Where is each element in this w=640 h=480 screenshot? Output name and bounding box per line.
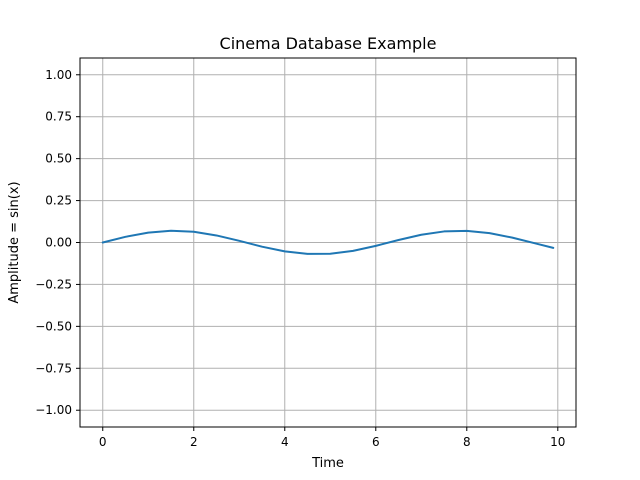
axis-ticks: 0 2 4 6 8 10 −1.00 −0.75 −0.50 −0.25 0.00 0.25 0.50 0… [35, 68, 565, 449]
series-lines [101, 229, 555, 255]
y-tick-label: −0.50 [35, 319, 72, 333]
y-tick-label: 1.00 [45, 68, 72, 82]
grid-lines [80, 58, 576, 427]
x-tick-label: 10 [550, 435, 565, 449]
chart-title: Cinema Database Example [220, 34, 437, 53]
y-tick-label: −0.25 [35, 277, 72, 291]
y-tick-label: 0.50 [45, 152, 72, 166]
x-tick-label: 4 [281, 435, 289, 449]
y-tick-label: 0.25 [45, 194, 72, 208]
x-tick-label: 2 [190, 435, 198, 449]
y-tick-label: 0.75 [45, 110, 72, 124]
x-tick-label: 6 [372, 435, 380, 449]
y-tick-label: −1.00 [35, 403, 72, 417]
y-tick-label: −0.75 [35, 361, 72, 375]
x-tick-label: 8 [463, 435, 471, 449]
x-tick-label: 0 [99, 435, 107, 449]
x-axis-label: Time [311, 456, 344, 471]
series-line [101, 229, 555, 255]
y-axis-label: Amplitude = sin(x) [7, 181, 22, 303]
y-tick-label: 0.00 [45, 236, 72, 250]
